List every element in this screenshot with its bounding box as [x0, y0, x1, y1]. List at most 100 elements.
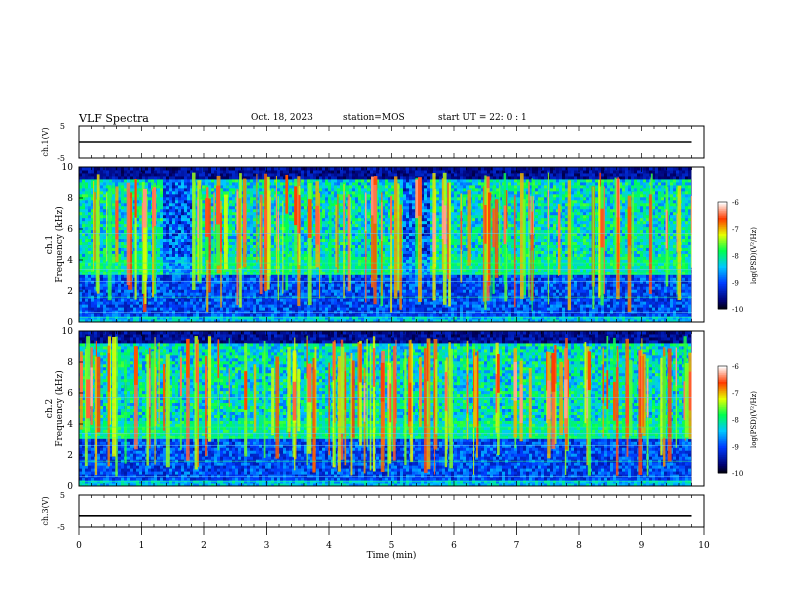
ch1-spectrogram-cell — [100, 179, 103, 182]
ch1-spectrogram-cell — [301, 268, 304, 271]
ch1-spectrogram-cell — [88, 230, 91, 233]
ch1-spectrogram-cell — [322, 259, 325, 262]
ch1-spectrogram-cell — [250, 277, 253, 280]
ch1-spectrogram-cell — [349, 304, 352, 307]
ch1-spectrogram-cell — [238, 313, 241, 316]
ch1-spectrogram-cell — [187, 212, 190, 215]
ch1-spectrogram-cell — [160, 179, 163, 182]
ch1-spectrogram-cell — [280, 310, 283, 313]
ch1-spectrogram-cell — [154, 304, 157, 307]
ch1-spectrogram-cell — [271, 173, 274, 176]
ch1-spectrogram-cell — [175, 316, 178, 319]
ch1-spectrogram-cell — [355, 197, 358, 200]
ch1-spectrogram-cell — [259, 182, 262, 185]
ch1-spectrogram-cell — [166, 176, 169, 179]
ch1-spectrogram-cell — [91, 280, 94, 283]
ch1-spectrogram-cell — [244, 304, 247, 307]
ch1-spectrogram-cell — [229, 230, 232, 233]
ch1-spectrogram-cell — [103, 185, 106, 188]
ch1-spectrogram-cell — [202, 268, 205, 271]
ch1-spectrogram-cell — [169, 313, 172, 316]
ch1-spectrogram-cell — [340, 247, 343, 250]
ch1-spectrogram-cell — [322, 253, 325, 256]
ch1-spectrogram-cell — [166, 280, 169, 283]
ch1-spectrogram-cell — [313, 301, 316, 304]
ch1-spectrogram-cell — [334, 194, 337, 197]
ch1-spectrogram-cell — [310, 170, 313, 173]
ch1-spectrogram-cell — [199, 298, 202, 301]
ch1-spectrogram-cell — [127, 292, 130, 295]
ch1-spectrogram-cell — [325, 224, 328, 227]
ch1-spectrogram-cell — [325, 292, 328, 295]
ch1-spectrogram-cell — [121, 221, 124, 224]
ch1-spectrogram-cell — [226, 274, 229, 277]
ch1-spectrogram-cell — [175, 253, 178, 256]
ch1-spectrogram-cell — [139, 239, 142, 242]
ch1-spectrogram-cell — [172, 280, 175, 283]
ch1-spectrogram-cell — [307, 176, 310, 179]
ch1-spectrogram-cell — [361, 173, 364, 176]
ch1-spectrogram-cell — [166, 250, 169, 253]
ch1-spectrogram-cell — [139, 250, 142, 253]
ch1-spectrogram-cell — [226, 313, 229, 316]
ch1-spectrogram-cell — [334, 167, 337, 170]
ch1-spectrogram-cell — [88, 280, 91, 283]
ch1-spectrogram-cell — [187, 185, 190, 188]
ch1-spectrogram-cell — [337, 304, 340, 307]
ch1-spectrogram-cell — [94, 170, 97, 173]
ch1-spectrogram-cell — [202, 304, 205, 307]
ch1-spectrogram-cell — [124, 250, 127, 253]
ch1-spectrogram-cell — [316, 301, 319, 304]
ch1-spectrogram-cell — [160, 215, 163, 218]
ch1-spectrogram-cell — [205, 316, 208, 319]
ch1-spectrogram-cell — [301, 170, 304, 173]
ch1-spectrogram-cell — [112, 182, 115, 185]
ch1-spectrogram-cell — [103, 253, 106, 256]
ch1-spectrogram-cell — [100, 268, 103, 271]
ch1-spectrogram-cell — [88, 253, 91, 256]
ch1-spectrogram-cell — [178, 182, 181, 185]
ch1-spectrogram-cell — [88, 245, 91, 248]
ch1-spectrogram-cell — [253, 191, 256, 194]
ch1-spectrogram-cell — [334, 289, 337, 292]
ch1-spectrogram-cell — [163, 170, 166, 173]
ch1-spectrogram-cell — [139, 268, 142, 271]
ch1-spectrogram-cell — [130, 170, 133, 173]
ch1-spectrogram-cell — [157, 256, 160, 259]
ch1-spectrogram-cell — [121, 304, 124, 307]
ch1-spectrogram-cell — [100, 313, 103, 316]
ch1-spectrogram-cell — [187, 307, 190, 310]
ch1-spectrogram-cell — [229, 268, 232, 271]
ch1-spectrogram-cell — [355, 206, 358, 209]
ch1-spectrogram-cell — [301, 197, 304, 200]
ch1-spectrogram-cell — [304, 247, 307, 250]
ch1-spectrogram-cell — [271, 250, 274, 253]
ch1-spectrogram-cell — [157, 191, 160, 194]
ch1-spectrogram-cell — [337, 289, 340, 292]
ch1-spectrogram-cell — [181, 233, 184, 236]
ch1-spectrogram-cell — [109, 316, 112, 319]
ch1-spectrogram-cell — [184, 188, 187, 191]
ch1-spectrogram-cell — [322, 271, 325, 274]
ch1-spectrogram-cell — [172, 185, 175, 188]
ch1-spectrogram-cell — [175, 218, 178, 221]
ch1-spectrogram-cell — [277, 304, 280, 307]
ch1-spectrogram-cell — [112, 250, 115, 253]
ch1-spectrogram-cell — [91, 289, 94, 292]
ch1-spectrogram-cell — [187, 256, 190, 259]
ch1-spectrogram-cell — [166, 304, 169, 307]
ch1-spectrogram-cell — [349, 313, 352, 316]
ch1-spectrogram-cell — [124, 173, 127, 176]
ch1-spectrogram-cell — [82, 230, 85, 233]
ch1-spectrogram-cell — [166, 188, 169, 191]
ch1-spectrogram-cell — [352, 292, 355, 295]
ch1-spectrogram-cell — [310, 173, 313, 176]
ch1-spectrogram-cell — [349, 316, 352, 319]
ch1-spectrogram-cell — [97, 298, 100, 301]
ch1-spectrogram-cell — [187, 233, 190, 236]
ch1-spectrogram-cell — [100, 176, 103, 179]
ch1-spectrogram-cell — [271, 233, 274, 236]
ch1-spectrogram-cell — [223, 313, 226, 316]
ch1-spectrogram-cell — [103, 167, 106, 170]
ch1-spectrogram-cell — [142, 313, 145, 316]
